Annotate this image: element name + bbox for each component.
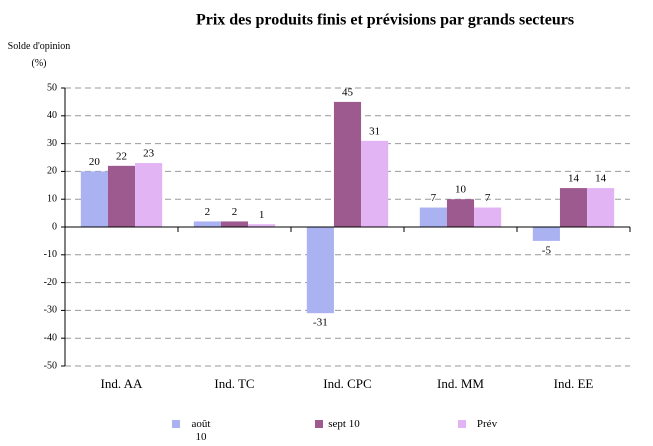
data-label: 2 (232, 206, 238, 218)
data-label: 23 (143, 148, 155, 160)
bar (532, 227, 560, 241)
bar (248, 224, 276, 227)
data-label: 7 (431, 192, 437, 204)
bar (419, 207, 447, 227)
y-tick-label: -20 (44, 277, 57, 288)
x-tick-label: Ind. CPC (323, 376, 371, 391)
bar (474, 207, 502, 227)
bar (220, 221, 249, 227)
y-tick-label: -40 (44, 332, 57, 343)
bar (559, 188, 588, 227)
y-axis-label: Solde d'opinion (%) (7, 41, 71, 69)
data-label: 7 (485, 192, 491, 204)
y-tick-label: 40 (47, 110, 57, 121)
bar (107, 165, 136, 227)
x-tick-label: Ind. MM (437, 376, 484, 391)
y-tick-label: 20 (47, 166, 57, 177)
y-tick-label: -30 (44, 305, 57, 316)
legend-label: Prév (476, 418, 498, 430)
data-label: -31 (313, 317, 328, 329)
bar (333, 101, 362, 227)
bar (80, 171, 108, 227)
legend-label: sept 10 (328, 418, 360, 430)
data-label: 10 (455, 184, 467, 196)
data-label: -5 (542, 244, 552, 256)
legend-item: sept 10 (315, 418, 375, 431)
bar (135, 163, 163, 227)
y-tick-label: -10 (44, 249, 57, 260)
data-label: 1 (259, 209, 265, 221)
data-label: 14 (595, 173, 607, 185)
x-tick-label: Ind. TC (214, 376, 254, 391)
data-label: 20 (89, 156, 101, 168)
bar (306, 227, 334, 314)
data-label: 22 (116, 150, 127, 162)
bar (193, 221, 221, 227)
y-tick-label: 50 (47, 82, 57, 93)
x-tick-label: Ind. AA (101, 376, 144, 391)
legend-item: Prév (458, 418, 518, 431)
legend-label: août 10 (191, 418, 211, 443)
data-label: 2 (205, 206, 211, 218)
legend-item: août 10 (172, 418, 232, 444)
y-tick-label: 30 (47, 138, 57, 149)
legend-swatch (315, 420, 323, 428)
y-tick-label: 0 (52, 221, 57, 232)
bar (446, 199, 475, 227)
data-label: 45 (342, 86, 354, 98)
chart-title: Prix des produits finis et prévisions pa… (196, 12, 574, 29)
data-label: 14 (568, 173, 580, 185)
x-tick-label: Ind. EE (554, 376, 594, 391)
legend-swatch (458, 420, 466, 428)
data-label: 31 (369, 125, 380, 137)
legend-swatch (172, 420, 180, 428)
bar (361, 140, 389, 227)
y-tick-label: -50 (44, 360, 57, 371)
y-tick-label: 10 (47, 193, 57, 204)
bar (587, 188, 615, 227)
